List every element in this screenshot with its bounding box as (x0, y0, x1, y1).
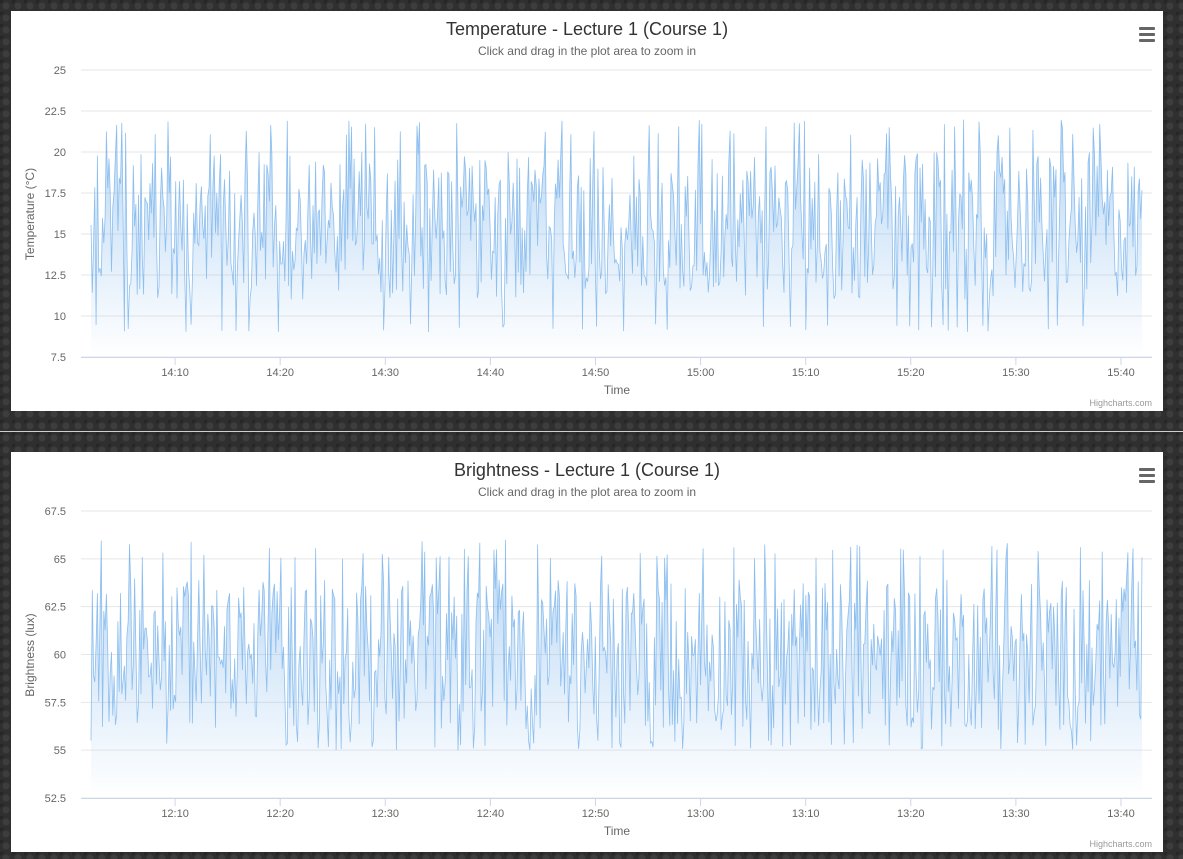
y-tick-label: 57.5 (45, 697, 66, 709)
highcharts-credits[interactable]: Highcharts.com (1089, 398, 1152, 408)
hamburger-menu-icon (1139, 480, 1155, 483)
highcharts-credits[interactable]: Highcharts.com (1089, 839, 1152, 849)
y-tick-label: 12.5 (45, 270, 66, 282)
hamburger-menu-icon (1139, 27, 1155, 30)
brightness-chart[interactable]: Brightness - Lecture 1 (Course 1) Click … (11, 452, 1163, 852)
x-tick-label: 15:10 (792, 367, 820, 379)
y-tick-label: 10 (54, 311, 66, 323)
y-tick-label: 52.5 (45, 793, 66, 805)
x-tick-label: 13:20 (897, 808, 925, 820)
x-tick-label: 13:00 (687, 808, 715, 820)
x-tick-label: 15:00 (687, 367, 715, 379)
chart-subtitle: Click and drag in the plot area to zoom … (478, 44, 696, 58)
x-tick-label: 13:30 (1002, 808, 1030, 820)
hamburger-menu-icon (1139, 39, 1155, 42)
x-tick-label: 15:30 (1002, 367, 1030, 379)
brightness-chart-panel[interactable]: Brightness - Lecture 1 (Course 1) Click … (11, 452, 1163, 852)
temperature-chart-panel[interactable]: Temperature - Lecture 1 (Course 1) Click… (11, 11, 1163, 411)
x-tick-label: 14:20 (266, 367, 294, 379)
x-axis-title: Time (604, 824, 631, 838)
y-tick-label: 20 (54, 147, 66, 159)
x-tick-label: 12:20 (266, 808, 294, 820)
y-tick-label: 67.5 (45, 506, 66, 518)
chart-subtitle: Click and drag in the plot area to zoom … (478, 485, 696, 499)
series-line[interactable] (90, 119, 1143, 333)
x-tick-label: 12:30 (372, 808, 400, 820)
y-tick-label: 15 (54, 229, 66, 241)
chart-title: Temperature - Lecture 1 (Course 1) (446, 19, 728, 39)
chart-menu-button[interactable] (1135, 25, 1159, 43)
y-tick-label: 60 (54, 650, 66, 662)
y-tick-label: 17.5 (45, 188, 66, 200)
hamburger-menu-icon (1139, 474, 1155, 477)
series-area (91, 119, 1142, 357)
x-tick-label: 14:40 (477, 367, 505, 379)
x-tick-label: 14:50 (582, 367, 610, 379)
series-area (91, 539, 1142, 798)
y-tick-label: 25 (54, 65, 66, 77)
x-tick-label: 15:20 (897, 367, 925, 379)
y-axis-title: Brightness (lux) (23, 613, 37, 696)
x-tick-label: 12:10 (161, 808, 189, 820)
x-tick-label: 15:40 (1107, 367, 1135, 379)
x-tick-label: 12:40 (477, 808, 505, 820)
x-tick-label: 14:10 (161, 367, 189, 379)
x-tick-label: 13:40 (1107, 808, 1135, 820)
hamburger-menu-icon (1139, 468, 1155, 471)
panel-divider (0, 431, 1183, 432)
chart-title: Brightness - Lecture 1 (Course 1) (454, 460, 720, 480)
y-tick-label: 55 (54, 745, 66, 757)
y-tick-label: 62.5 (45, 602, 66, 614)
series-line[interactable] (90, 539, 1143, 751)
temperature-chart[interactable]: Temperature - Lecture 1 (Course 1) Click… (11, 11, 1163, 411)
y-tick-label: 7.5 (51, 352, 66, 364)
y-axis-title: Temperature (°C) (23, 168, 37, 260)
x-tick-label: 13:10 (792, 808, 820, 820)
hamburger-menu-icon (1139, 33, 1155, 36)
y-tick-label: 65 (54, 554, 66, 566)
chart-menu-button[interactable] (1135, 466, 1159, 484)
y-tick-label: 22.5 (45, 106, 66, 118)
x-axis-title: Time (604, 383, 631, 397)
x-tick-label: 14:30 (372, 367, 400, 379)
x-tick-label: 12:50 (582, 808, 610, 820)
